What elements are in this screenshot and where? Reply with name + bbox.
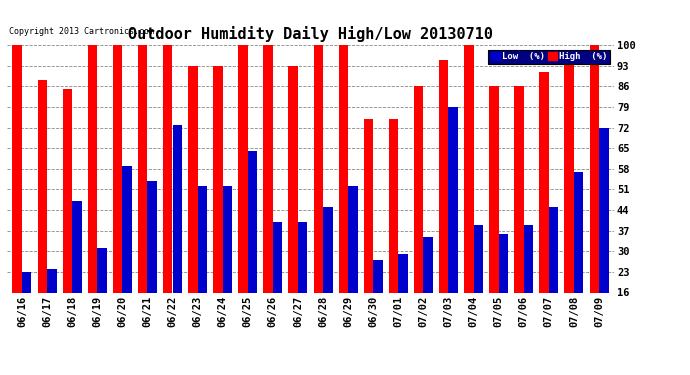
Bar [122,166,132,340]
Bar [564,60,574,340]
Bar [574,172,584,340]
Bar [464,45,473,340]
Bar [448,107,458,340]
Bar [323,207,333,340]
Bar [489,86,499,340]
Bar [138,45,148,340]
Bar [148,180,157,340]
Bar [197,186,207,340]
Bar [37,80,47,340]
Text: Copyright 2013 Cartronics.com: Copyright 2013 Cartronics.com [10,27,155,36]
Bar [398,254,408,340]
Bar [172,124,182,340]
Bar [439,60,449,340]
Bar [364,118,373,340]
Bar [499,234,509,340]
Bar [373,260,383,340]
Bar [88,45,97,340]
Bar [348,186,357,340]
Bar [514,86,524,340]
Bar [473,225,483,340]
Bar [549,207,558,340]
Bar [540,72,549,340]
Bar [298,222,308,340]
Bar [264,45,273,340]
Bar [339,45,348,340]
Bar [63,89,72,340]
Bar [97,248,107,340]
Bar [424,237,433,340]
Bar [589,45,599,340]
Bar [388,118,398,340]
Bar [599,128,609,340]
Bar [288,66,298,340]
Bar [248,151,257,340]
Bar [313,45,323,340]
Legend: Low  (%), High  (%): Low (%), High (%) [489,50,609,64]
Bar [163,45,172,340]
Bar [112,45,122,340]
Bar [223,186,233,340]
Bar [414,86,424,340]
Bar [238,45,248,340]
Bar [22,272,32,340]
Bar [12,45,22,340]
Bar [188,66,197,340]
Bar [47,269,57,340]
Bar [524,225,533,340]
Title: Outdoor Humidity Daily High/Low 20130710: Outdoor Humidity Daily High/Low 20130710 [128,27,493,42]
Bar [273,222,282,340]
Bar [72,201,81,340]
Bar [213,66,223,340]
